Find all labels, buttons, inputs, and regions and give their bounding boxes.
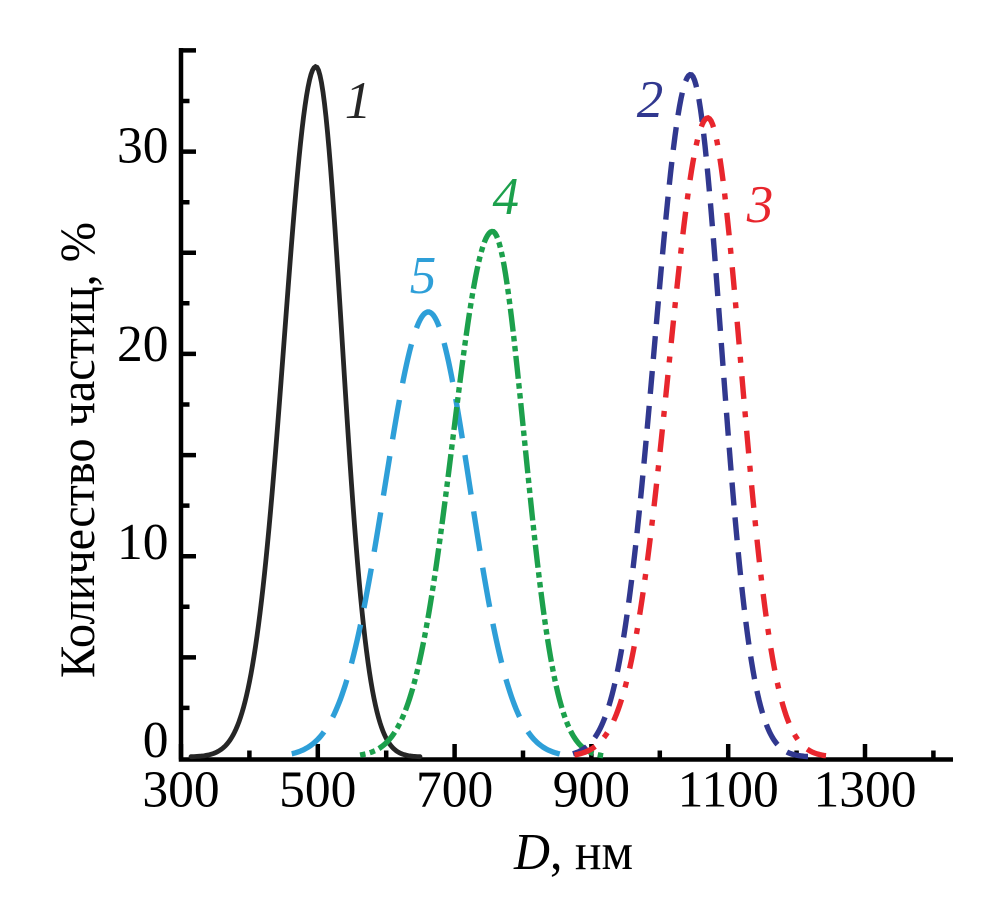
svg-text:2: 2 [637, 71, 664, 129]
svg-text:20: 20 [117, 316, 169, 373]
svg-text:300: 300 [142, 762, 219, 819]
svg-text:1300: 1300 [814, 762, 917, 819]
svg-text:1100: 1100 [678, 762, 779, 819]
svg-text:3: 3 [746, 176, 774, 234]
svg-text:4: 4 [493, 168, 520, 226]
svg-text:500: 500 [279, 762, 356, 819]
svg-text:10: 10 [117, 514, 169, 571]
svg-text:5: 5 [410, 247, 437, 305]
svg-text:900: 900 [553, 762, 630, 819]
svg-text:0: 0 [143, 712, 169, 769]
svg-text:1: 1 [345, 72, 372, 130]
svg-text:700: 700 [416, 762, 493, 819]
svg-text:30: 30 [117, 118, 169, 175]
svg-text:Количество частиц, %: Количество частиц, % [49, 222, 105, 678]
svg-text:D, нм: D, нм [513, 824, 633, 881]
